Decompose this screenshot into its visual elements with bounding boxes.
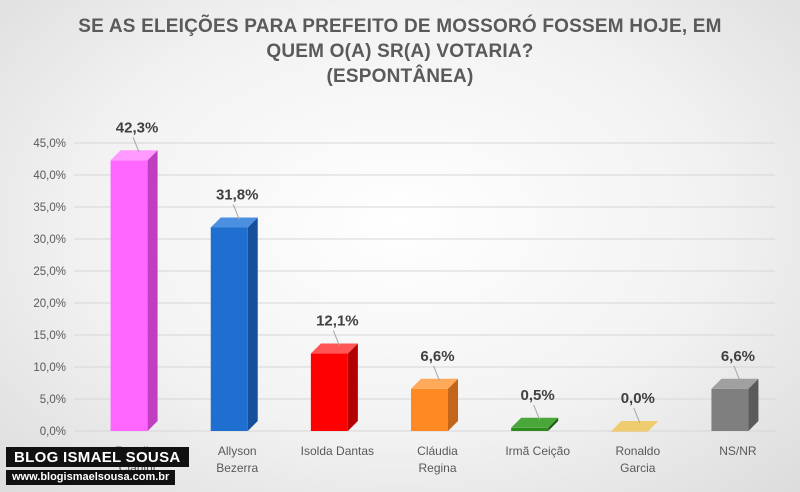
y-tick-label: 5,0%: [40, 394, 66, 406]
y-tick-label: 35,0%: [33, 202, 66, 214]
data-label-leader: [232, 204, 240, 220]
data-label-leader: [733, 365, 741, 381]
bar-top: [711, 378, 759, 389]
category-label: Garcia: [620, 461, 656, 475]
category-label: Allyson: [218, 444, 257, 458]
bar-top: [210, 217, 258, 228]
bar-side: [448, 378, 459, 431]
category-label: NS/NR: [719, 444, 757, 458]
chart-title-line-1: SE AS ELEIÇÕES PARA PREFEITO DE MOSSORÓ …: [78, 16, 722, 37]
category-label: Isolda Dantas: [301, 444, 374, 458]
data-label-leader: [533, 404, 541, 420]
chart-title-line-2: QUEM O(A) SR(A) VOTARIA?: [266, 41, 534, 62]
data-label-leader: [633, 407, 641, 424]
y-tick-label: 0,0%: [40, 426, 66, 438]
data-label: 6,6%: [420, 348, 454, 365]
data-label-leader: [132, 137, 140, 153]
data-label: 12,1%: [316, 313, 359, 330]
bar: [310, 353, 348, 431]
data-label: 6,6%: [721, 348, 755, 365]
category-label: Irmã Ceição: [505, 444, 570, 458]
data-label: 0,5%: [521, 387, 555, 404]
y-tick-label: 15,0%: [33, 330, 66, 342]
y-tick-label: 40,0%: [33, 170, 66, 182]
bar: [210, 227, 248, 431]
bar-top: [511, 417, 559, 428]
data-label-leader: [332, 330, 340, 346]
bar-side: [347, 343, 358, 431]
data-label: 31,8%: [216, 186, 259, 203]
y-tick-label: 10,0%: [33, 362, 66, 374]
category-label: Bezerra: [216, 461, 258, 475]
data-label: 42,3%: [116, 119, 159, 136]
chart-title: SE AS ELEIÇÕES PARA PREFEITO DE MOSSORÓ …: [0, 14, 800, 89]
chart-title-line-3: (ESPONTÂNEA): [326, 66, 474, 87]
y-tick-label: 45,0%: [33, 138, 66, 150]
watermark-title: BLOG ISMAEL SOUSA: [6, 447, 189, 467]
y-tick-label: 30,0%: [33, 234, 66, 246]
bar-top: [310, 343, 358, 354]
bar-side: [548, 417, 559, 431]
watermark-url: www.blogismaelsousa.com.br: [6, 470, 176, 485]
y-tick-label: 25,0%: [33, 266, 66, 278]
bar-side: [147, 150, 158, 431]
category-label: Regina: [418, 461, 456, 475]
y-tick-label: 20,0%: [33, 298, 66, 310]
bar-top: [611, 421, 659, 431]
category-label: Ronaldo: [615, 444, 660, 458]
bar: [711, 388, 749, 431]
bar: [511, 427, 549, 431]
category-label: Cláudia: [417, 444, 458, 458]
data-label-leader: [433, 365, 440, 381]
bar: [110, 160, 148, 431]
watermark: BLOG ISMAEL SOUSA www.blogismaelsousa.co…: [6, 447, 216, 485]
bar-side: [748, 378, 759, 431]
data-label: 0,0%: [621, 390, 655, 407]
bar: [611, 431, 649, 432]
bar-top: [110, 150, 158, 161]
bar-top: [411, 378, 459, 389]
bar: [411, 388, 449, 431]
bar-side: [247, 217, 258, 431]
